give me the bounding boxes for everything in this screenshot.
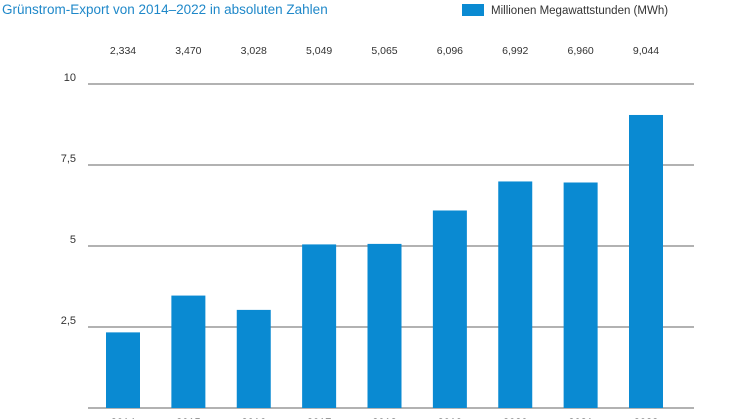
bar-2022 (629, 114, 663, 409)
legend-label: Millionen Megawattstunden (MWh) (491, 5, 668, 17)
data-label-2020: 6,992 (502, 45, 528, 57)
bar-2017 (302, 244, 337, 408)
data-label-2019: 6,096 (437, 45, 463, 57)
bar-2019 (432, 210, 467, 408)
data-label-2021: 6,960 (567, 45, 593, 57)
y-tick-label: 7,5 (61, 153, 76, 165)
bar-2020 (498, 181, 533, 408)
data-label-2018: 5,065 (371, 45, 397, 57)
y-tick-label: 5 (70, 234, 76, 246)
y-tick-label: 10 (64, 72, 76, 84)
x-tick-label-2021: 2021 (568, 417, 592, 419)
bar-2015 (171, 295, 206, 408)
bar-2018 (367, 243, 402, 408)
x-tick-label-2020: 2020 (503, 417, 527, 419)
chart-title: Grünstrom-Export von 2014–2022 in absolu… (2, 2, 328, 17)
y-axis-ticks: 2,5 5 7,5 10 (61, 72, 76, 327)
data-label-2022: 9,044 (633, 45, 659, 57)
bar-2021 (563, 182, 598, 408)
x-tick-label-2019: 2019 (438, 417, 462, 419)
x-tick-label-2016: 2016 (242, 417, 266, 419)
y-tick-label: 2,5 (61, 315, 76, 327)
bar-2014 (106, 332, 140, 408)
x-axis-ticks: 2014 2015 2016 2017 2018 2019 2020 2021 2022 (111, 417, 658, 419)
x-tick-label-2017: 2017 (307, 417, 331, 419)
data-label-2014: 2,334 (110, 45, 136, 57)
data-labels: 2,334 3,470 3,028 5,049 5,065 6,096 6,992 6,960… (110, 45, 659, 57)
x-tick-label-2014: 2014 (111, 417, 135, 419)
bar-2016 (236, 309, 271, 408)
x-tick-label-2015: 2015 (176, 417, 200, 419)
x-tick-label-2022: 2022 (634, 417, 658, 419)
data-label-2016: 3,028 (241, 45, 267, 57)
bars (106, 114, 663, 409)
data-label-2017: 5,049 (306, 45, 332, 57)
data-label-2015: 3,470 (175, 45, 201, 57)
x-tick-label-2018: 2018 (372, 417, 396, 419)
legend-swatch (462, 4, 484, 16)
